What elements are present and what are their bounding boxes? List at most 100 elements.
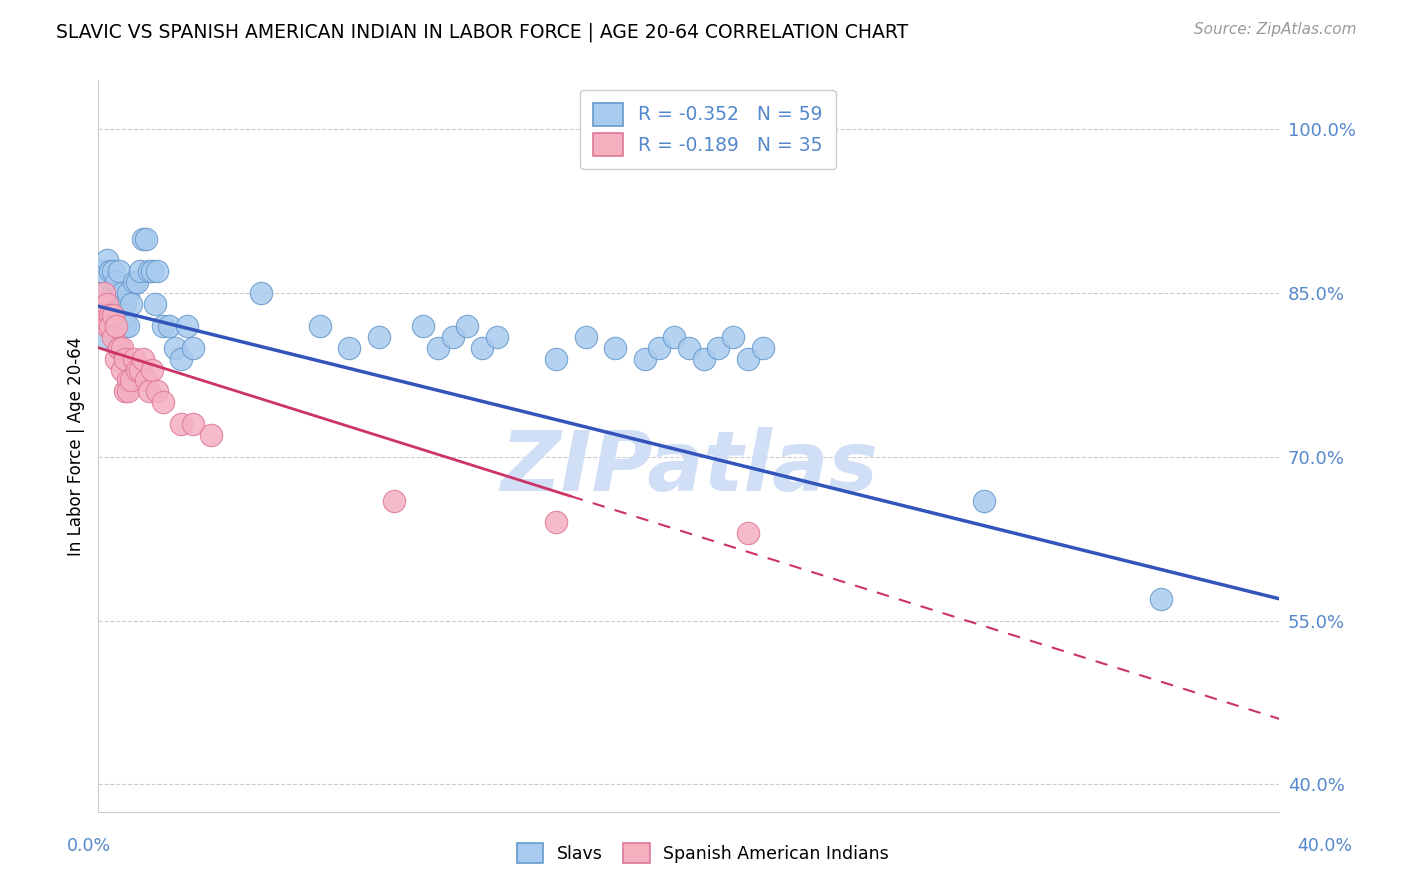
Slavs (339, 341, 361, 355)
Spanish American Indians (200, 428, 222, 442)
Slavs (132, 231, 155, 245)
Text: Source: ZipAtlas.com: Source: ZipAtlas.com (1194, 22, 1357, 37)
Slavs (105, 297, 128, 311)
Slavs (471, 341, 494, 355)
Spanish American Indians (98, 318, 121, 333)
Slavs (98, 297, 121, 311)
Slavs (723, 330, 745, 344)
Spanish American Indians (146, 384, 169, 399)
Slavs (634, 351, 657, 366)
Slavs (427, 341, 450, 355)
Slavs (546, 351, 568, 366)
Slavs (707, 341, 730, 355)
Spanish American Indians (128, 362, 150, 376)
Spanish American Indians (135, 374, 157, 388)
Slavs (96, 286, 118, 301)
Spanish American Indians (103, 308, 125, 322)
Slavs (138, 264, 160, 278)
Slavs (105, 275, 128, 289)
Slavs (108, 264, 131, 278)
Slavs (457, 318, 479, 333)
Slavs (111, 318, 134, 333)
Text: ZIPatlas: ZIPatlas (501, 427, 877, 508)
Text: 40.0%: 40.0% (1296, 837, 1353, 855)
Slavs (575, 330, 598, 344)
Spanish American Indians (93, 308, 115, 322)
Y-axis label: In Labor Force | Age 20-64: In Labor Force | Age 20-64 (66, 336, 84, 556)
Legend: Slavs, Spanish American Indians: Slavs, Spanish American Indians (510, 836, 896, 870)
Slavs (108, 297, 131, 311)
Spanish American Indians (152, 395, 174, 409)
Slavs (93, 330, 115, 344)
Spanish American Indians (111, 362, 134, 376)
Spanish American Indians (96, 318, 118, 333)
Slavs (412, 318, 434, 333)
Slavs (737, 351, 759, 366)
Spanish American Indians (105, 318, 128, 333)
Slavs (125, 275, 148, 289)
Slavs (309, 318, 332, 333)
Spanish American Indians (132, 351, 155, 366)
Spanish American Indians (105, 351, 128, 366)
Slavs (143, 297, 166, 311)
Spanish American Indians (122, 351, 145, 366)
Slavs (441, 330, 464, 344)
Slavs (117, 286, 139, 301)
Slavs (486, 330, 509, 344)
Slavs (98, 264, 121, 278)
Spanish American Indians (117, 374, 139, 388)
Slavs (103, 286, 125, 301)
Slavs (170, 351, 193, 366)
Spanish American Indians (93, 286, 115, 301)
Spanish American Indians (125, 362, 148, 376)
Legend: R = -0.352   N = 59, R = -0.189   N = 35: R = -0.352 N = 59, R = -0.189 N = 35 (581, 90, 837, 169)
Slavs (1150, 591, 1173, 606)
Slavs (146, 264, 169, 278)
Slavs (250, 286, 273, 301)
Slavs (120, 297, 142, 311)
Spanish American Indians (108, 341, 131, 355)
Slavs (664, 330, 686, 344)
Slavs (181, 341, 204, 355)
Slavs (678, 341, 700, 355)
Spanish American Indians (120, 374, 142, 388)
Spanish American Indians (103, 330, 125, 344)
Slavs (114, 297, 136, 311)
Spanish American Indians (737, 526, 759, 541)
Slavs (648, 341, 671, 355)
Slavs (111, 286, 134, 301)
Spanish American Indians (117, 384, 139, 399)
Spanish American Indians (114, 351, 136, 366)
Slavs (176, 318, 198, 333)
Slavs (90, 264, 112, 278)
Spanish American Indians (96, 297, 118, 311)
Spanish American Indians (108, 341, 131, 355)
Spanish American Indians (141, 362, 163, 376)
Spanish American Indians (98, 308, 121, 322)
Slavs (141, 264, 163, 278)
Slavs (368, 330, 391, 344)
Slavs (605, 341, 627, 355)
Text: SLAVIC VS SPANISH AMERICAN INDIAN IN LABOR FORCE | AGE 20-64 CORRELATION CHART: SLAVIC VS SPANISH AMERICAN INDIAN IN LAB… (56, 22, 908, 42)
Slavs (165, 341, 187, 355)
Slavs (128, 264, 150, 278)
Slavs (96, 253, 118, 268)
Slavs (973, 493, 995, 508)
Slavs (103, 264, 125, 278)
Spanish American Indians (114, 384, 136, 399)
Slavs (152, 318, 174, 333)
Spanish American Indians (546, 516, 568, 530)
Slavs (117, 318, 139, 333)
Text: 0.0%: 0.0% (66, 837, 111, 855)
Spanish American Indians (90, 297, 112, 311)
Slavs (157, 318, 180, 333)
Slavs (752, 341, 775, 355)
Spanish American Indians (382, 493, 405, 508)
Spanish American Indians (111, 341, 134, 355)
Slavs (122, 275, 145, 289)
Spanish American Indians (181, 417, 204, 432)
Slavs (693, 351, 716, 366)
Slavs (135, 231, 157, 245)
Slavs (93, 297, 115, 311)
Spanish American Indians (138, 384, 160, 399)
